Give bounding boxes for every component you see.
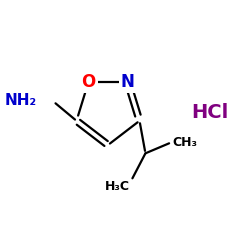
Text: HCl: HCl	[191, 103, 228, 122]
Text: O: O	[82, 73, 96, 91]
Text: H₃C: H₃C	[105, 180, 130, 192]
Text: N: N	[120, 73, 134, 91]
Text: NH₂: NH₂	[4, 92, 36, 108]
Text: CH₃: CH₃	[173, 136, 198, 148]
